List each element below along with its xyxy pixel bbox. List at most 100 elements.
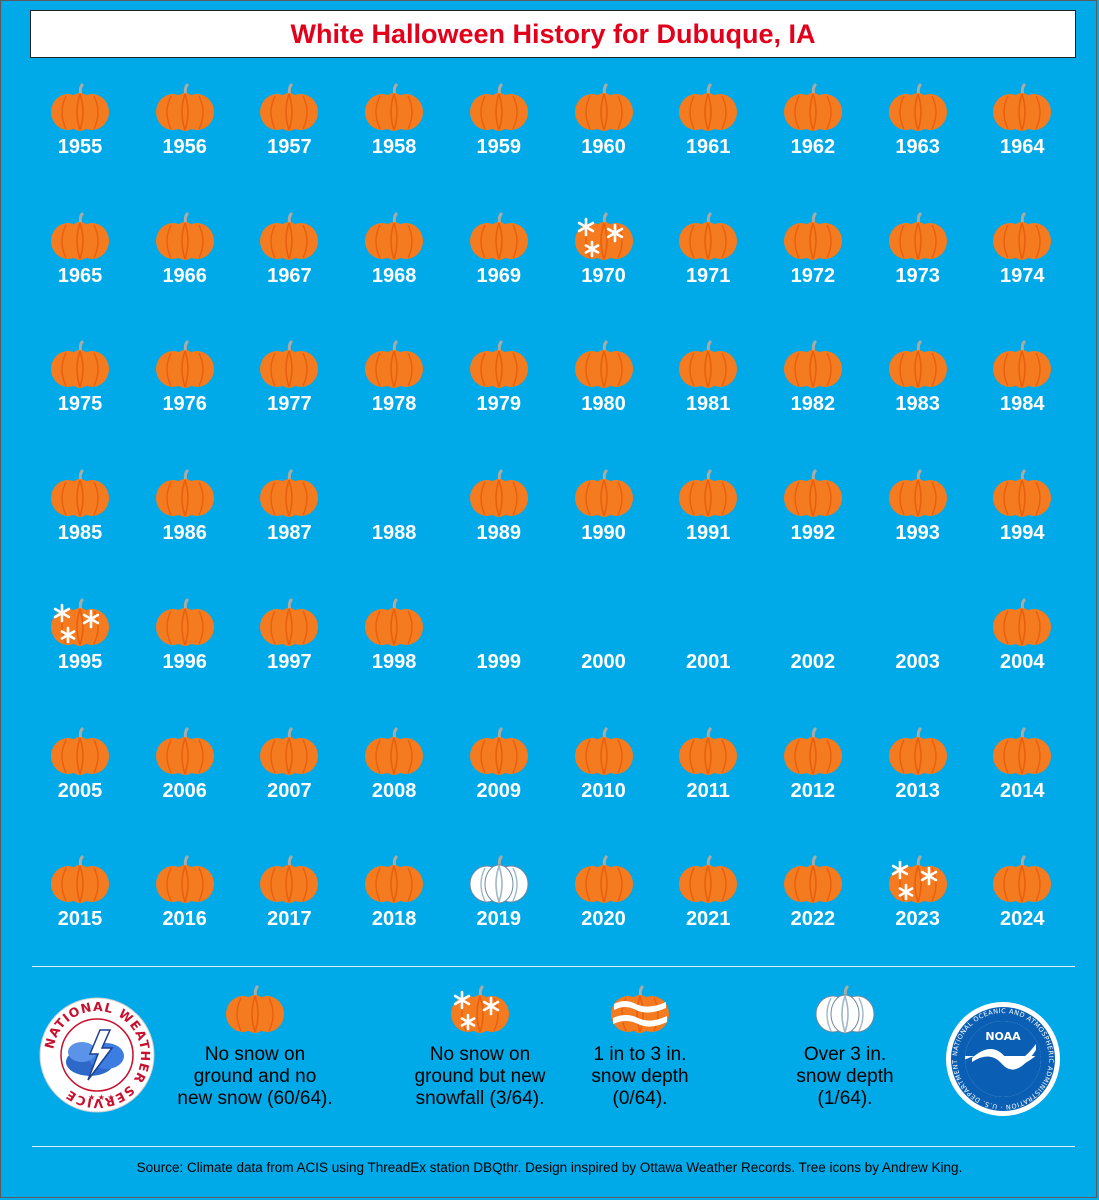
pumpkin-icon bbox=[155, 469, 214, 518]
year-label: 1988 bbox=[371, 522, 417, 545]
year-cell: 2011 bbox=[656, 722, 760, 832]
year-cell: 1980 bbox=[552, 335, 656, 445]
year-cell: 1991 bbox=[656, 464, 760, 574]
year-cell: 2014 bbox=[970, 722, 1074, 832]
year-cell: 2009 bbox=[447, 722, 551, 832]
legend-text-line: Over 3 in. bbox=[803, 1044, 887, 1065]
year-label: 2023 bbox=[895, 908, 940, 931]
white-pumpkin-icon bbox=[469, 855, 529, 904]
pumpkin-icon bbox=[365, 83, 424, 131]
year-label: 1989 bbox=[476, 522, 522, 545]
pumpkin-icon bbox=[51, 83, 109, 131]
year-cell: 2003 bbox=[866, 593, 970, 703]
year-cell: 2004 bbox=[970, 593, 1074, 703]
year-cell: 1959 bbox=[447, 78, 551, 188]
year-cell: 1988 bbox=[342, 464, 446, 574]
pumpkin-icon bbox=[574, 83, 633, 131]
pumpkin-icon bbox=[365, 855, 424, 904]
year-label: 1995 bbox=[57, 650, 103, 673]
title-box: White Halloween History for Dubuque, IA bbox=[30, 10, 1076, 58]
year-label: 2010 bbox=[581, 779, 626, 802]
year-label: 1990 bbox=[581, 522, 626, 545]
year-label: 1972 bbox=[790, 264, 836, 287]
pumpkin-icon bbox=[260, 469, 319, 518]
year-label: 1964 bbox=[1000, 136, 1045, 158]
pumpkin-icon bbox=[469, 211, 528, 260]
year-label: 2003 bbox=[895, 650, 940, 673]
legend-item-no-snow: No snow on ground and no new snow (60/64). bbox=[160, 984, 350, 1110]
year-label: 1983 bbox=[895, 393, 940, 416]
year-cell: 1981 bbox=[656, 335, 760, 445]
year-cell: 1983 bbox=[866, 335, 970, 445]
year-label: 1979 bbox=[476, 393, 522, 416]
pumpkin-icon bbox=[679, 726, 738, 775]
legend-pumpkin-icon bbox=[815, 985, 875, 1034]
legend-text-line: 1 in to 3 in. bbox=[593, 1044, 687, 1065]
year-cell: 1976 bbox=[133, 335, 237, 445]
snow-pumpkin-icon bbox=[888, 855, 947, 904]
year-cell: 2006 bbox=[133, 722, 237, 832]
snow-pumpkin-icon bbox=[51, 597, 109, 646]
pumpkin-icon bbox=[155, 83, 214, 131]
year-cell: 1962 bbox=[761, 78, 865, 188]
year-label: 1980 bbox=[581, 393, 626, 416]
pumpkin-icon bbox=[679, 855, 738, 904]
year-label: 2019 bbox=[476, 908, 522, 931]
year-cell: 1985 bbox=[28, 464, 132, 574]
year-cell: 2013 bbox=[866, 722, 970, 832]
pumpkin-icon bbox=[574, 855, 633, 904]
year-cell: 2022 bbox=[761, 850, 865, 960]
year-label: 1956 bbox=[162, 136, 207, 158]
pumpkin-icon bbox=[469, 83, 528, 131]
pumpkin-icon bbox=[679, 83, 738, 131]
pumpkin-icon bbox=[260, 855, 319, 904]
year-label: 1978 bbox=[371, 393, 417, 416]
year-cell: 1963 bbox=[866, 78, 970, 188]
year-cell: 2024 bbox=[970, 850, 1074, 960]
year-label: 1969 bbox=[476, 264, 522, 287]
year-label: 2007 bbox=[267, 779, 312, 802]
pumpkin-icon bbox=[783, 726, 842, 775]
year-label: 2012 bbox=[790, 779, 836, 802]
pumpkin-icon bbox=[365, 597, 424, 646]
svg-text:★ ★ ★: ★ ★ ★ bbox=[88, 1093, 115, 1102]
year-label: 2000 bbox=[581, 650, 626, 673]
year-label: 1987 bbox=[267, 522, 312, 545]
year-label: 1992 bbox=[790, 522, 836, 545]
year-cell: 1973 bbox=[866, 207, 970, 317]
year-cell: 1987 bbox=[237, 464, 341, 574]
pumpkin-icon bbox=[679, 211, 738, 260]
year-cell: 1965 bbox=[28, 207, 132, 317]
year-label: 2014 bbox=[1000, 779, 1045, 802]
year-label: 2021 bbox=[685, 908, 731, 931]
legend-item-over-3in: Over 3 in. snow depth (1/64). bbox=[760, 984, 930, 1110]
year-cell: 2021 bbox=[656, 850, 760, 960]
year-cell: 2015 bbox=[28, 850, 132, 960]
year-cell: 1978 bbox=[342, 335, 446, 445]
nws-logo: NATIONAL WEATHER SERVICE ★ ★ ★ bbox=[39, 997, 155, 1113]
pumpkin-icon bbox=[155, 211, 214, 260]
year-cell: 1994 bbox=[970, 464, 1074, 574]
year-label: 1981 bbox=[685, 393, 731, 416]
pumpkin-icon bbox=[679, 340, 738, 389]
year-cell: 1999 bbox=[447, 593, 551, 703]
divider bbox=[32, 1146, 1075, 1147]
pumpkin-icon bbox=[993, 726, 1052, 775]
year-label: 1961 bbox=[685, 136, 731, 158]
year-cell: 2005 bbox=[28, 722, 132, 832]
year-label: 1985 bbox=[57, 522, 103, 545]
year-cell: 2007 bbox=[237, 722, 341, 832]
pumpkin-icon bbox=[783, 855, 842, 904]
pumpkin-icon bbox=[993, 83, 1052, 131]
svg-text:NOAA: NOAA bbox=[985, 1030, 1021, 1043]
pumpkin-icon bbox=[888, 340, 947, 389]
year-label: 2018 bbox=[371, 908, 417, 931]
year-label: 2006 bbox=[162, 779, 207, 802]
year-label: 1967 bbox=[267, 264, 312, 287]
year-cell: 1967 bbox=[237, 207, 341, 317]
year-cell: 1960 bbox=[552, 78, 656, 188]
pumpkin-icon bbox=[888, 83, 947, 131]
pumpkin-icon bbox=[51, 211, 109, 260]
year-label: 1974 bbox=[1000, 264, 1045, 287]
year-cell: 2008 bbox=[342, 722, 446, 832]
